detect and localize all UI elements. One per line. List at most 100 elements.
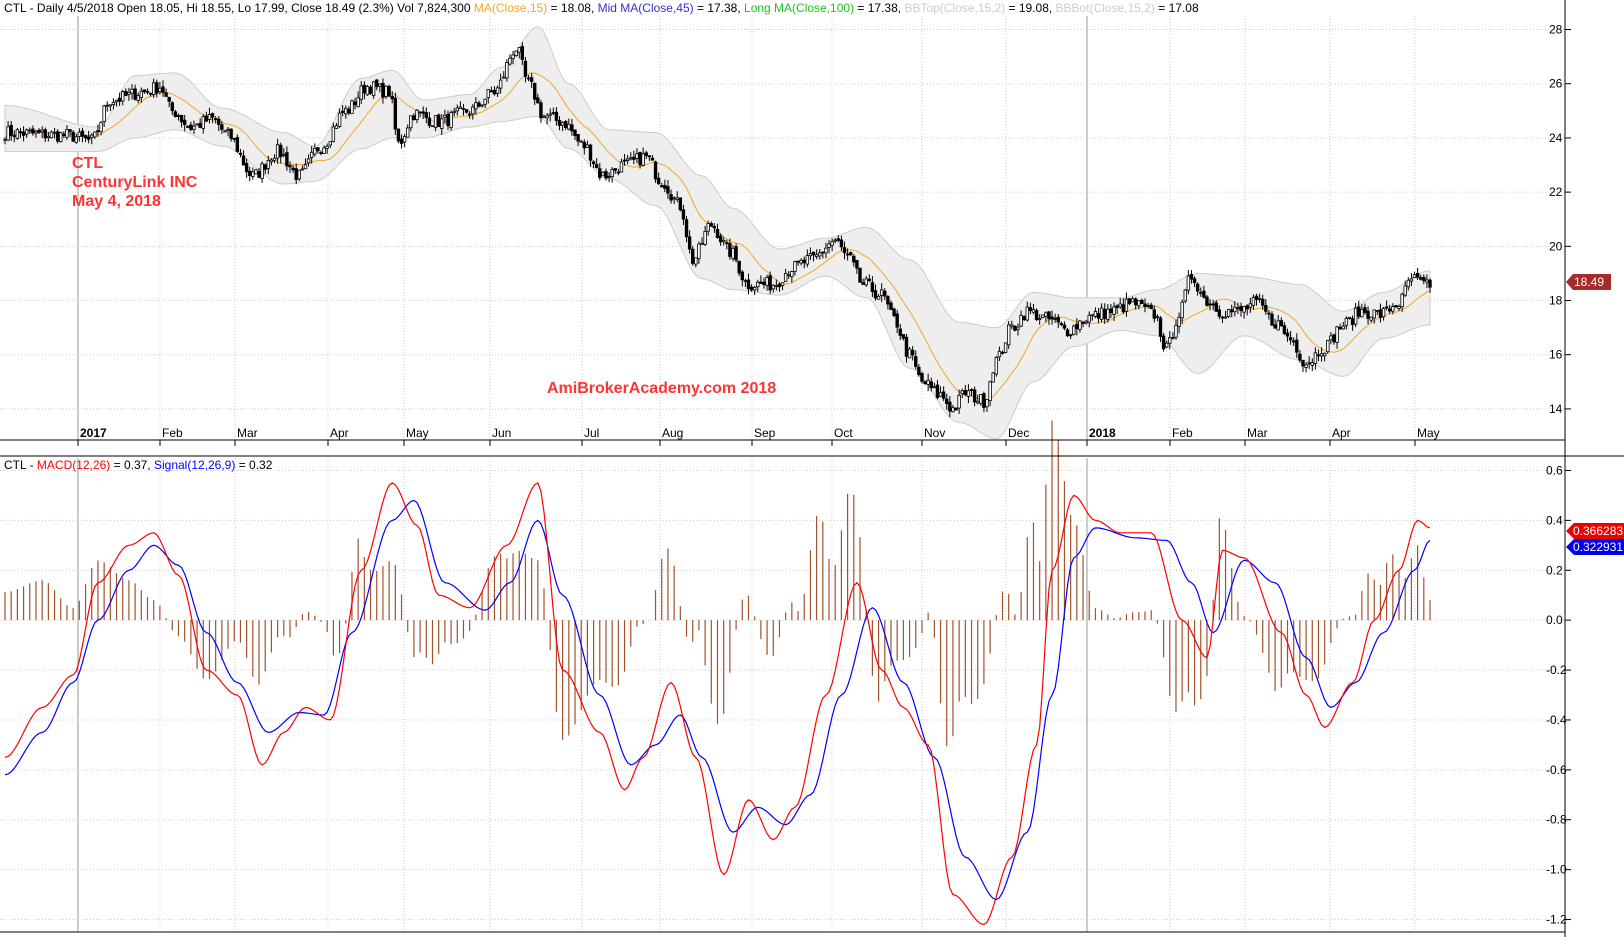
candle-up: [517, 47, 521, 53]
candle-down: [1000, 351, 1005, 354]
price-y-tick-label: 18: [1549, 294, 1563, 308]
candle-up: [452, 110, 456, 113]
candle-up: [756, 281, 760, 288]
annotation-ticker: CTL: [72, 155, 103, 172]
candle-up: [743, 280, 748, 282]
candle-down: [796, 260, 800, 263]
candle-down: [241, 155, 246, 166]
candle-up: [406, 127, 410, 138]
candle-down: [12, 135, 16, 138]
candle-down: [1338, 326, 1342, 330]
candle-down: [1109, 308, 1113, 314]
candle-up: [780, 282, 785, 286]
candle-down: [1332, 334, 1336, 343]
candle-down: [656, 177, 661, 185]
annotation-date: May 4, 2018: [72, 193, 161, 210]
candle-down: [1189, 274, 1194, 280]
candle-down: [229, 128, 233, 139]
price-y-tick-label: 26: [1549, 77, 1563, 91]
candle-down: [539, 102, 543, 119]
candle-up: [309, 151, 314, 158]
candle-up: [879, 289, 884, 296]
candle-up: [331, 126, 336, 142]
candle-up: [1078, 320, 1082, 330]
candle-up: [1124, 298, 1129, 312]
candle-down: [1208, 303, 1212, 306]
candle-down: [294, 168, 298, 180]
macd-line: [4, 482, 1431, 926]
candle-down: [248, 170, 252, 176]
candle-down: [1152, 309, 1156, 319]
candle-down: [861, 282, 865, 285]
candle-up: [542, 115, 546, 118]
candle-up: [136, 95, 140, 101]
candle-up: [59, 132, 63, 142]
price-y-tick-label: 24: [1549, 131, 1563, 145]
candle-up: [799, 259, 803, 264]
candle-up: [907, 348, 912, 359]
candle-down: [650, 157, 655, 161]
candle-down: [551, 112, 556, 114]
candle-down: [1264, 305, 1268, 312]
candle-up: [700, 242, 704, 245]
candle-down: [71, 131, 75, 142]
candle-up: [694, 257, 698, 265]
candle-up: [1183, 289, 1187, 302]
candle-down: [1195, 283, 1200, 292]
candle-down: [1013, 325, 1017, 331]
candle-up: [545, 115, 549, 119]
bbbot-legend-value: = 17.08: [1155, 1, 1199, 15]
candle-up: [703, 231, 707, 245]
candle-down: [9, 125, 13, 136]
candle-up: [282, 154, 286, 157]
candle-up: [960, 390, 964, 395]
candle-up: [814, 254, 819, 258]
candle-down: [142, 89, 147, 93]
candle-up: [1087, 314, 1091, 323]
candle-down: [663, 184, 667, 189]
candle-up: [1242, 306, 1246, 313]
candle-down: [715, 228, 720, 239]
annotation-company: CenturyLink INC: [72, 174, 198, 191]
candle-up: [585, 144, 590, 148]
bbbot-legend-label: BBBot(Close,15,2): [1056, 1, 1155, 15]
candle-up: [1199, 291, 1203, 294]
macd-header: CTL - MACD(12,26) = 0.37, Signal(12,26,9…: [4, 458, 273, 472]
candle-up: [458, 106, 463, 110]
candle-up: [266, 160, 271, 169]
candle-down: [681, 209, 686, 220]
candle-up: [625, 158, 630, 162]
candle-down: [1149, 304, 1153, 310]
candle-down: [1230, 309, 1234, 313]
candle-down: [948, 401, 952, 412]
candle-up: [579, 140, 583, 143]
candle-up: [93, 131, 97, 138]
candle-up: [1180, 301, 1184, 319]
candle-down: [21, 131, 26, 136]
candle-down: [117, 97, 122, 102]
candle-up: [433, 115, 438, 128]
signal-line: [4, 499, 1431, 901]
candle-up: [275, 144, 280, 159]
candle-up: [938, 392, 943, 397]
x-axis-label: Aug: [662, 426, 683, 440]
candle-up: [495, 87, 500, 94]
candle-up: [505, 62, 509, 79]
candle-down: [762, 281, 766, 285]
candle-down: [1422, 277, 1426, 282]
x-axis-label: Dec: [1008, 426, 1029, 440]
candle-up: [567, 123, 571, 130]
candle-up: [672, 197, 676, 200]
candle-up: [976, 400, 980, 404]
macd-y-tick-label: -0.6: [1546, 763, 1567, 777]
candle-down: [220, 124, 224, 130]
candle-up: [111, 102, 116, 106]
candle-up: [461, 107, 466, 110]
candle-up: [1084, 320, 1088, 324]
candle-down: [691, 248, 695, 264]
candle-down: [421, 111, 425, 114]
x-axis-label: 2017: [80, 426, 107, 440]
candle-down: [1146, 305, 1150, 307]
candle-down: [529, 77, 534, 82]
candle-down: [186, 126, 190, 128]
